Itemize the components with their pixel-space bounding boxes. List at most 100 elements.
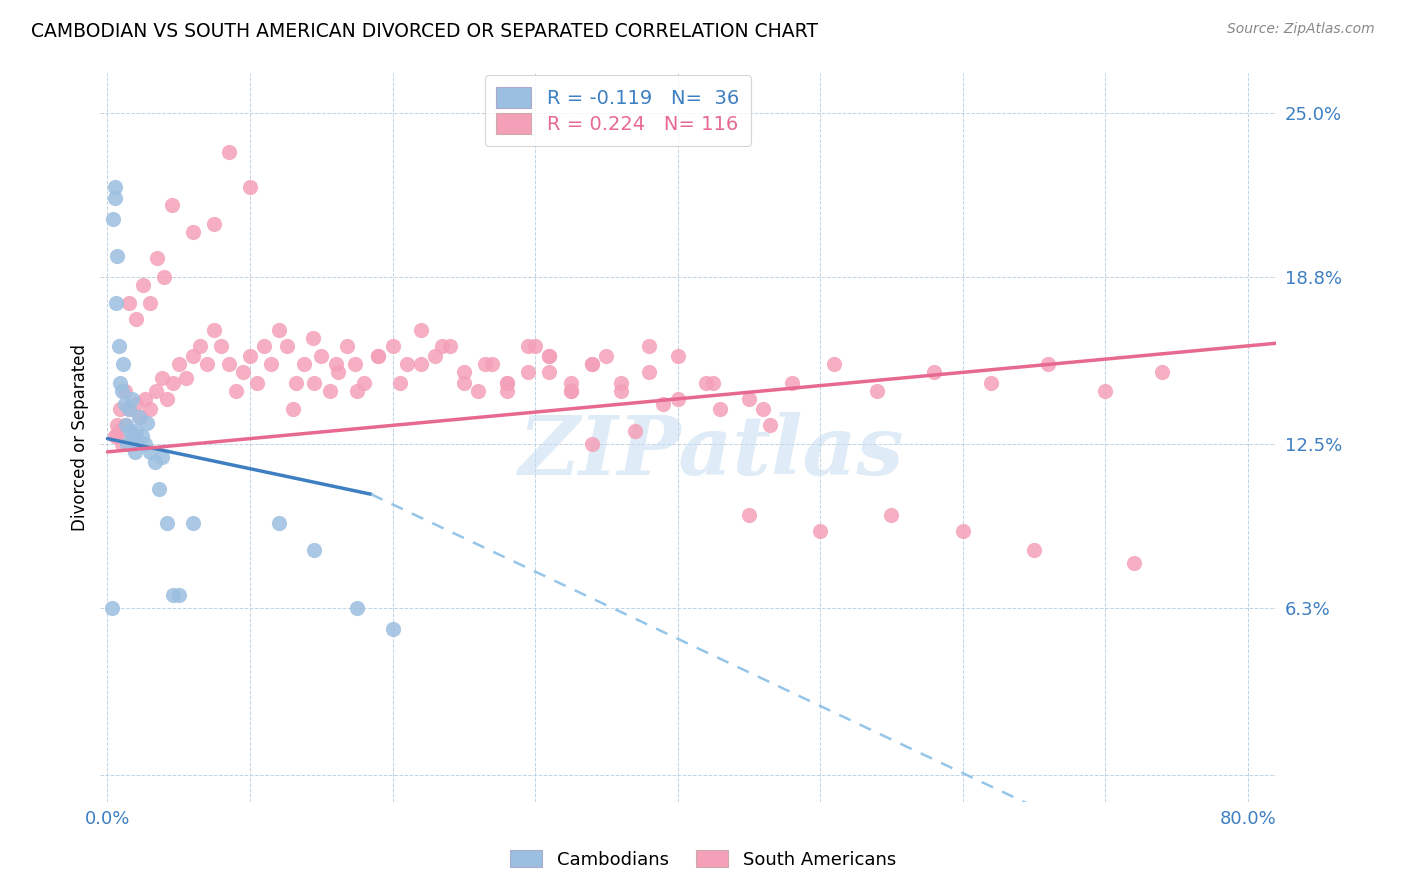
Point — [101, 211, 124, 226]
Point — [111, 437, 134, 451]
Point — [104, 190, 127, 204]
Point — [253, 339, 276, 353]
Point — [211, 339, 233, 353]
Point — [302, 376, 325, 390]
Point — [409, 323, 432, 337]
Point — [581, 437, 603, 451]
Point — [319, 384, 342, 398]
Point — [150, 370, 173, 384]
Point — [581, 358, 603, 372]
Point — [1094, 384, 1116, 398]
Point — [136, 416, 159, 430]
Point — [952, 524, 974, 539]
Point — [1122, 556, 1144, 570]
Point — [148, 482, 170, 496]
Point — [325, 358, 347, 372]
Point — [695, 376, 717, 390]
Point — [202, 323, 225, 337]
Point — [110, 402, 132, 417]
Point — [195, 358, 218, 372]
Point — [666, 350, 689, 364]
Point — [139, 296, 162, 310]
Point — [495, 376, 517, 390]
Point — [124, 445, 146, 459]
Point — [453, 376, 475, 390]
Point — [125, 312, 148, 326]
Point — [560, 376, 582, 390]
Point — [666, 392, 689, 406]
Text: CAMBODIAN VS SOUTH AMERICAN DIVORCED OR SEPARATED CORRELATION CHART: CAMBODIAN VS SOUTH AMERICAN DIVORCED OR … — [31, 22, 818, 41]
Point — [260, 358, 283, 372]
Point — [110, 376, 132, 390]
Point — [301, 331, 323, 345]
Point — [117, 437, 139, 451]
Point — [980, 376, 1002, 390]
Point — [336, 339, 359, 353]
Point — [524, 339, 547, 353]
Point — [122, 429, 145, 443]
Legend: R = -0.119   N=  36, R = 0.224   N= 116: R = -0.119 N= 36, R = 0.224 N= 116 — [485, 76, 751, 146]
Point — [439, 339, 461, 353]
Point — [112, 358, 135, 372]
Point — [218, 145, 240, 160]
Point — [652, 397, 675, 411]
Point — [143, 455, 166, 469]
Point — [581, 358, 603, 372]
Point — [276, 339, 298, 353]
Point — [866, 384, 889, 398]
Point — [538, 365, 561, 379]
Point — [202, 217, 225, 231]
Point — [1152, 365, 1174, 379]
Point — [218, 358, 240, 372]
Point — [174, 370, 197, 384]
Point — [181, 225, 204, 239]
Point — [759, 418, 782, 433]
Point — [121, 392, 143, 406]
Point — [560, 384, 582, 398]
Point — [115, 418, 138, 433]
Point — [125, 424, 148, 438]
Point — [1022, 542, 1045, 557]
Point — [150, 450, 173, 465]
Point — [118, 402, 141, 417]
Point — [108, 339, 131, 353]
Point — [292, 358, 315, 372]
Point — [146, 252, 169, 266]
Legend: Cambodians, South Americans: Cambodians, South Americans — [503, 843, 903, 876]
Point — [495, 376, 517, 390]
Text: Source: ZipAtlas.com: Source: ZipAtlas.com — [1227, 22, 1375, 37]
Point — [516, 365, 538, 379]
Point — [129, 410, 152, 425]
Point — [239, 350, 262, 364]
Point — [132, 277, 155, 292]
Point — [134, 437, 156, 451]
Point — [246, 376, 269, 390]
Point — [880, 508, 903, 523]
Point — [328, 365, 350, 379]
Point — [120, 424, 142, 438]
Point — [145, 384, 167, 398]
Point — [225, 384, 247, 398]
Point — [118, 296, 141, 310]
Point — [560, 384, 582, 398]
Point — [156, 516, 179, 531]
Point — [139, 445, 162, 459]
Point — [1036, 358, 1059, 372]
Point — [738, 508, 761, 523]
Point — [453, 365, 475, 379]
Point — [638, 339, 661, 353]
Point — [752, 402, 775, 417]
Point — [181, 350, 204, 364]
Point — [474, 358, 496, 372]
Point — [284, 376, 307, 390]
Point — [139, 402, 162, 417]
Point — [624, 424, 647, 438]
Point — [281, 402, 304, 417]
Point — [353, 376, 375, 390]
Point — [346, 384, 368, 398]
Point — [267, 323, 290, 337]
Point — [167, 358, 190, 372]
Point — [131, 429, 153, 443]
Point — [105, 296, 128, 310]
Point — [160, 198, 183, 212]
